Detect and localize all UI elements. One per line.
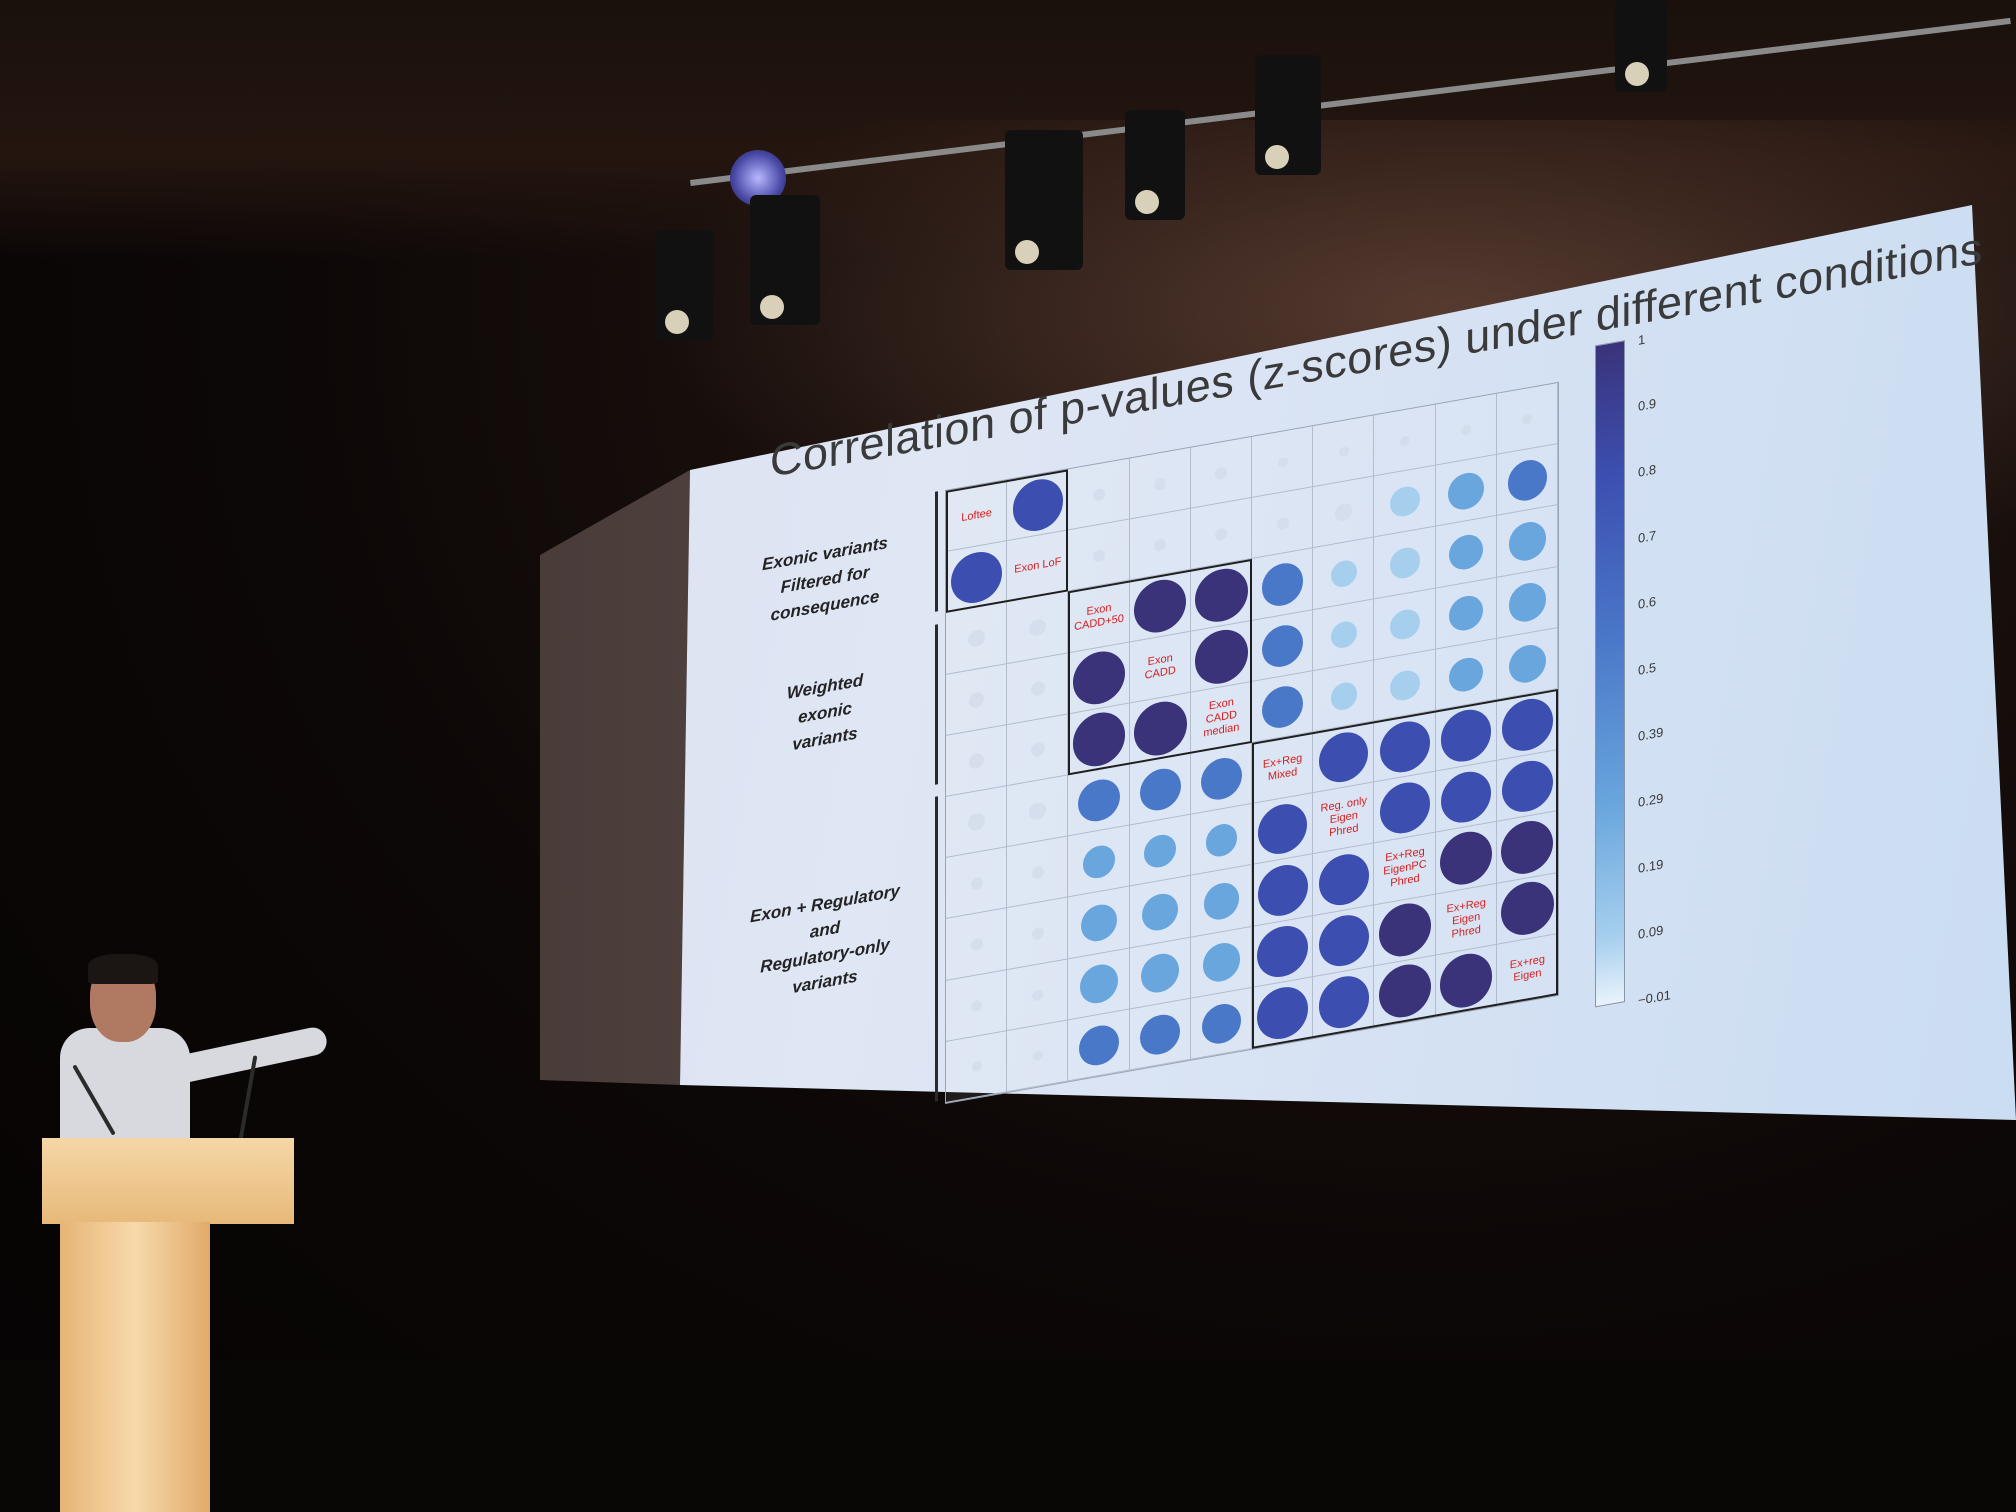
colorbar-tick: 0.5 xyxy=(1638,659,1657,678)
cluster-box xyxy=(1068,559,1252,776)
cluster-box xyxy=(1252,688,1558,1049)
spotlight xyxy=(1005,130,1083,270)
cluster-box xyxy=(946,469,1069,614)
presenter-arm xyxy=(157,1024,330,1088)
spotlight xyxy=(1255,55,1321,175)
colorbar-tick: 0.29 xyxy=(1638,790,1664,810)
colorbar-tick: 0.8 xyxy=(1638,461,1657,480)
stage-floor xyxy=(0,1360,2016,1512)
podium xyxy=(42,1138,294,1224)
spotlight xyxy=(655,230,713,340)
colorbar-tick: 0.09 xyxy=(1638,922,1664,942)
spotlight xyxy=(1615,0,1667,92)
group-bracket xyxy=(935,491,938,612)
colorbar-tick: 0.39 xyxy=(1638,724,1664,744)
colorbar-tick: 0.9 xyxy=(1638,395,1657,414)
group-label-weighted: Weighted exonic variants xyxy=(786,670,864,754)
group-label-regulatory: Exon + Regulatory and Regulatory-only va… xyxy=(750,880,900,997)
colorbar-tick: 0.6 xyxy=(1638,593,1657,612)
group-label-exonic: Exonic variants Filtered for consequence xyxy=(762,533,888,625)
colorbar-tick: 0.7 xyxy=(1638,527,1657,546)
colorbar xyxy=(1595,340,1625,1008)
group-bracket xyxy=(935,796,938,1102)
presenter-hair xyxy=(88,954,158,984)
spotlight xyxy=(750,195,820,325)
colorbar-tick: 0.19 xyxy=(1638,856,1664,876)
correlation-matrix: Loftee Exon LoF Exon CADD+50 Exon CADD Exon … xyxy=(945,381,1559,1105)
presenter xyxy=(60,1028,190,1148)
group-bracket xyxy=(935,624,938,785)
spotlight xyxy=(1125,110,1185,220)
colorbar-tick: 1 xyxy=(1638,331,1646,348)
podium-stand xyxy=(60,1222,210,1512)
